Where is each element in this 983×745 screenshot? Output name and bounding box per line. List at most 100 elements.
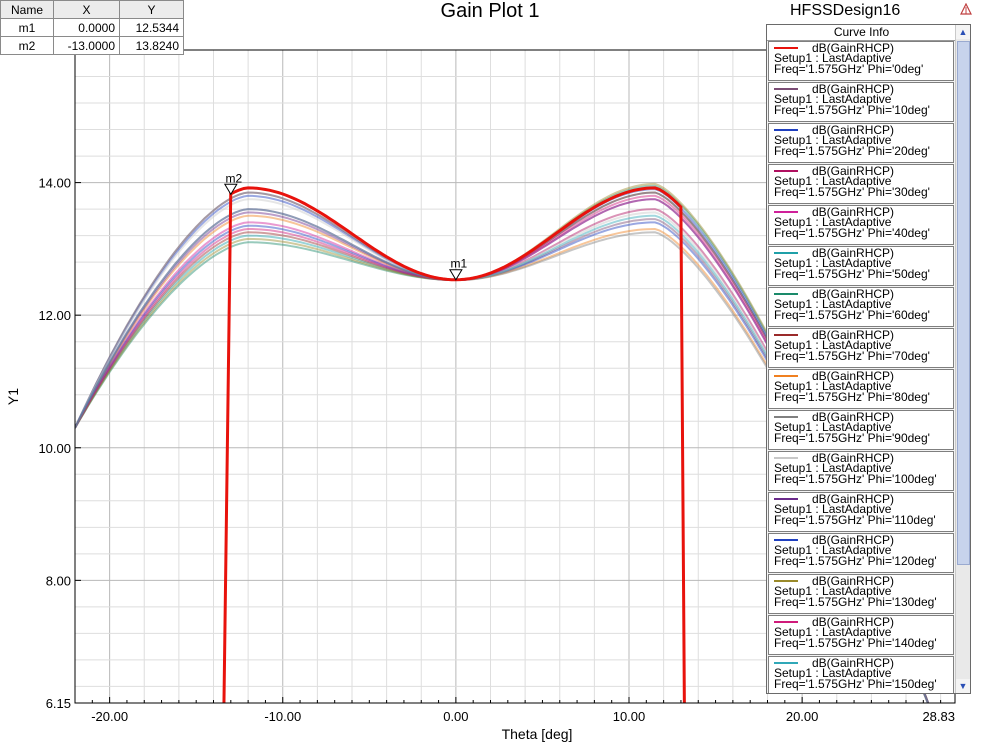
legend-swatch <box>774 129 798 131</box>
x-tick-label: 0.00 <box>443 709 468 724</box>
marker-x: -13.0000 <box>53 36 120 55</box>
legend-scrollbar[interactable]: ▲ ▼ <box>955 25 970 693</box>
legend-swatch <box>774 334 798 336</box>
marker-table[interactable]: Name X Y m1 0.0000 12.5344 m2 -13.0000 1… <box>0 0 184 55</box>
marker-label: m1 <box>451 257 468 271</box>
scroll-down-arrow-icon[interactable]: ▼ <box>956 679 970 693</box>
legend-item[interactable]: dB(GainRHCP) Setup1 : LastAdaptive Freq='1… <box>768 164 954 204</box>
legend-setup: Setup1 : LastAdaptive <box>774 51 892 65</box>
legend-item[interactable]: dB(GainRHCP) Setup1 : LastAdaptive Freq='1… <box>768 574 954 614</box>
x-tick-label: -10.00 <box>264 709 301 724</box>
marker-table-header: Name X Y <box>0 0 184 19</box>
legend-list: dB(GainRHCP) Setup1 : LastAdaptive Freq='1… <box>767 41 955 693</box>
legend-params: Freq='1.575GHz' Phi='30deg' <box>774 185 930 199</box>
legend-item[interactable]: dB(GainRHCP) Setup1 : LastAdaptive Freq='1… <box>768 82 954 122</box>
legend-swatch <box>774 293 798 295</box>
legend-expression: dB(GainRHCP) <box>812 328 895 342</box>
scroll-up-arrow-icon[interactable]: ▲ <box>956 25 970 39</box>
legend-params: Freq='1.575GHz' Phi='130deg' <box>774 595 937 609</box>
legend-expression: dB(GainRHCP) <box>812 369 895 383</box>
legend-expression: dB(GainRHCP) <box>812 82 895 96</box>
legend-params: Freq='1.575GHz' Phi='20deg' <box>774 144 930 158</box>
legend-item[interactable]: dB(GainRHCP) Setup1 : LastAdaptive Freq='1… <box>768 123 954 163</box>
legend-expression: dB(GainRHCP) <box>812 41 895 55</box>
marker-triangle-icon[interactable] <box>223 183 238 196</box>
legend-swatch <box>774 211 798 213</box>
legend-header: Curve Info <box>767 25 956 41</box>
marker-x: 0.0000 <box>53 18 120 37</box>
legend-swatch <box>774 375 798 377</box>
curve-info-legend[interactable]: Curve Info dB(GainRHCP) Setup1 : LastAdap… <box>766 24 971 694</box>
legend-swatch <box>774 47 798 49</box>
legend-expression: dB(GainRHCP) <box>812 246 895 260</box>
marker-header-name: Name <box>0 0 54 19</box>
scrollbar-thumb[interactable] <box>957 41 970 565</box>
curve-series-phi-0[interactable] <box>222 186 686 708</box>
legend-expression: dB(GainRHCP) <box>812 574 895 588</box>
legend-params: Freq='1.575GHz' Phi='140deg' <box>774 636 937 650</box>
marker-triangle-icon[interactable] <box>448 269 463 281</box>
legend-params: Freq='1.575GHz' Phi='60deg' <box>774 308 930 322</box>
legend-setup: Setup1 : LastAdaptive <box>774 502 892 516</box>
legend-item[interactable]: dB(GainRHCP) Setup1 : LastAdaptive Freq='1… <box>768 205 954 245</box>
legend-item[interactable]: dB(GainRHCP) Setup1 : LastAdaptive Freq='1… <box>768 410 954 450</box>
legend-params: Freq='1.575GHz' Phi='120deg' <box>774 554 937 568</box>
legend-item[interactable]: dB(GainRHCP) Setup1 : LastAdaptive Freq='1… <box>768 656 954 693</box>
legend-params: Freq='1.575GHz' Phi='70deg' <box>774 349 930 363</box>
legend-expression: dB(GainRHCP) <box>812 656 895 670</box>
legend-item[interactable]: dB(GainRHCP) Setup1 : LastAdaptive Freq='1… <box>768 328 954 368</box>
design-name: HFSSDesign16 <box>790 2 901 19</box>
legend-setup: Setup1 : LastAdaptive <box>774 297 892 311</box>
legend-setup: Setup1 : LastAdaptive <box>774 543 892 557</box>
legend-expression: dB(GainRHCP) <box>812 615 895 629</box>
y-tick-label: 6.15 <box>46 696 71 711</box>
legend-setup: Setup1 : LastAdaptive <box>774 92 892 106</box>
legend-expression: dB(GainRHCP) <box>812 410 895 424</box>
legend-params: Freq='1.575GHz' Phi='40deg' <box>774 226 930 240</box>
x-tick-label: 10.00 <box>613 709 646 724</box>
marker-header-y: Y <box>119 0 184 19</box>
legend-swatch <box>774 498 798 500</box>
y-tick-label: 8.00 <box>46 573 71 588</box>
ansys-logo-icon <box>960 3 972 15</box>
legend-item[interactable]: dB(GainRHCP) Setup1 : LastAdaptive Freq='1… <box>768 287 954 327</box>
legend-item[interactable]: dB(GainRHCP) Setup1 : LastAdaptive Freq='1… <box>768 451 954 491</box>
legend-item[interactable]: dB(GainRHCP) Setup1 : LastAdaptive Freq='1… <box>768 533 954 573</box>
legend-params: Freq='1.575GHz' Phi='100deg' <box>774 472 937 486</box>
legend-expression: dB(GainRHCP) <box>812 164 895 178</box>
marker-row[interactable]: m1 0.0000 12.5344 <box>0 18 184 37</box>
legend-swatch <box>774 252 798 254</box>
legend-item[interactable]: dB(GainRHCP) Setup1 : LastAdaptive Freq='1… <box>768 615 954 655</box>
legend-setup: Setup1 : LastAdaptive <box>774 133 892 147</box>
legend-params: Freq='1.575GHz' Phi='80deg' <box>774 390 930 404</box>
legend-item[interactable]: dB(GainRHCP) Setup1 : LastAdaptive Freq='1… <box>768 246 954 286</box>
x-axis-label: Theta [deg] <box>502 726 573 742</box>
marker-name: m1 <box>0 18 54 37</box>
plot-title: Gain Plot 1 <box>440 0 540 22</box>
legend-item[interactable]: dB(GainRHCP) Setup1 : LastAdaptive Freq='1… <box>768 41 954 81</box>
legend-setup: Setup1 : LastAdaptive <box>774 256 892 270</box>
legend-params: Freq='1.575GHz' Phi='110deg' <box>774 513 936 527</box>
x-tick-label: -20.00 <box>91 709 128 724</box>
legend-params: Freq='1.575GHz' Phi='0deg' <box>774 62 924 76</box>
x-tick-label: 20.00 <box>786 709 819 724</box>
legend-swatch <box>774 662 798 664</box>
legend-expression: dB(GainRHCP) <box>812 533 895 547</box>
legend-expression: dB(GainRHCP) <box>812 451 895 465</box>
legend-swatch <box>774 416 798 418</box>
legend-item[interactable]: dB(GainRHCP) Setup1 : LastAdaptive Freq='1… <box>768 492 954 532</box>
legend-setup: Setup1 : LastAdaptive <box>774 174 892 188</box>
legend-swatch <box>774 88 798 90</box>
legend-setup: Setup1 : LastAdaptive <box>774 461 892 475</box>
legend-swatch <box>774 621 798 623</box>
marker-layer: m1 m2 <box>223 171 468 281</box>
legend-setup: Setup1 : LastAdaptive <box>774 584 892 598</box>
legend-setup: Setup1 : LastAdaptive <box>774 625 892 639</box>
marker-row[interactable]: m2 -13.0000 13.8240 <box>0 36 184 55</box>
x-tick-label: 28.83 <box>922 709 955 724</box>
marker-label: m2 <box>225 171 242 185</box>
legend-setup: Setup1 : LastAdaptive <box>774 338 892 352</box>
legend-item[interactable]: dB(GainRHCP) Setup1 : LastAdaptive Freq='1… <box>768 369 954 409</box>
legend-setup: Setup1 : LastAdaptive <box>774 420 892 434</box>
legend-expression: dB(GainRHCP) <box>812 492 895 506</box>
